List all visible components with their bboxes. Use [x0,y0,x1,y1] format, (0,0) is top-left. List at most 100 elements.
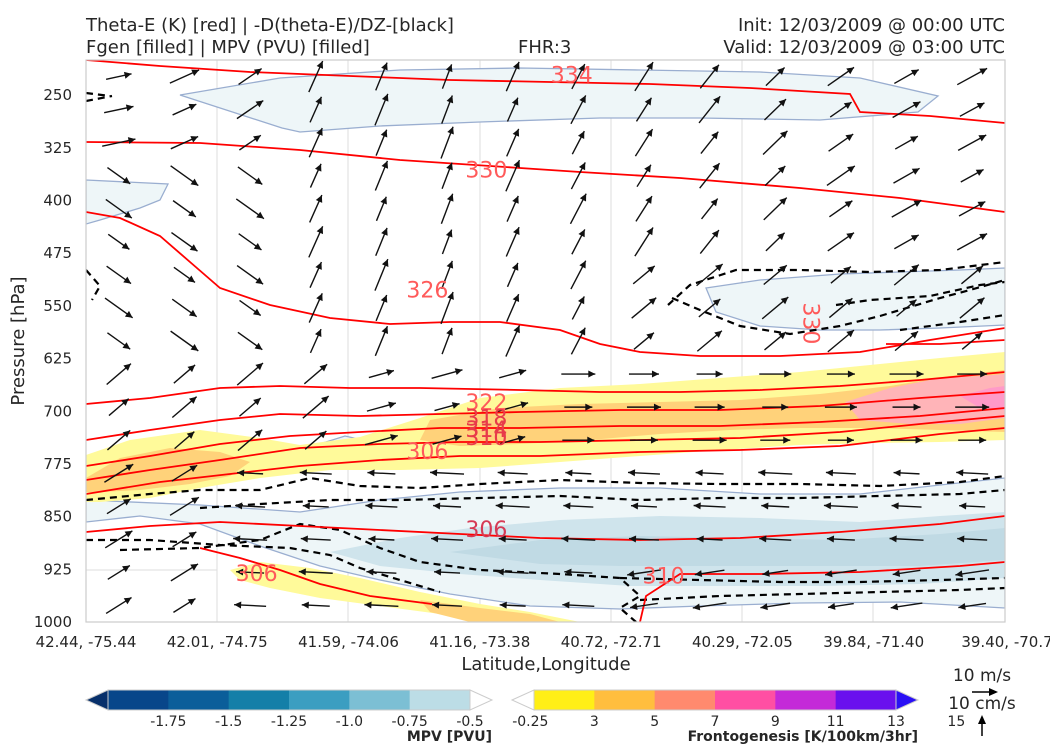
wind-vector [763,98,787,121]
wind-vector [696,370,723,378]
theta-e-306-bottom [199,547,433,605]
wind-vector [630,502,657,510]
mpv-colorbar-segment [108,690,169,710]
contour-label-text: 330 [798,302,823,344]
wind-vector [505,325,521,357]
wind-vector [634,61,654,92]
wind-vector [104,463,134,483]
wind-vector [827,66,855,87]
wind-vector [171,396,198,419]
wind-vector [635,195,653,222]
wind-vector [571,63,586,90]
wind-vector [308,127,323,158]
wind-vector [106,265,132,285]
mpv-colorbar-tick-label: -1.75 [150,714,186,730]
dtheta-dz-contours [86,91,1005,622]
wind-vector [695,469,724,477]
wind-vector [827,232,855,252]
vector-key-vertical-label: 10 cm/s [948,694,1016,714]
wind-vector [367,469,396,477]
wind-vector [698,95,721,124]
theta-e-310 [86,415,1005,481]
wind-vector [375,294,388,322]
wind-vector [171,464,198,482]
wind-vector [107,233,130,250]
wind-vector [235,198,265,220]
wind-vector [893,264,920,286]
wind-vector [104,530,133,549]
wind-vector [696,263,724,287]
wind-vector [441,260,454,290]
wind-vector [374,93,389,126]
wind-vector [694,403,725,411]
wind-vector [169,69,200,84]
wind-vector [309,96,323,123]
wind-vector [236,265,264,285]
mpv-colorbar-arrow-left [84,689,109,711]
wind-vector [630,602,658,610]
wind-vector [634,227,654,257]
contour-label-306: 306 [406,440,448,465]
wind-vector [958,436,987,444]
wind-vector [239,397,262,417]
y-tick-label: 250 [43,86,72,104]
wind-vector [505,159,521,192]
wind-vector [495,502,530,510]
wind-vector [636,164,652,188]
fgen-colorbar-tick-label: 7 [711,714,720,730]
wind-vector [301,601,330,609]
x-tick-label: 42.44, -75.44 [36,633,137,651]
wind-vector [957,134,987,151]
wind-vector [698,298,721,318]
wind-vector [375,129,388,156]
wind-vector [635,97,653,122]
wind-vector [375,196,387,222]
wind-vector [440,126,454,159]
wind-vector [956,67,988,86]
frontogenesis-colorbar-label: Frontogenesis [K/100km/3hr] [688,729,918,745]
wind-vector [892,403,921,411]
wind-vector [762,403,789,411]
wind-vector [364,601,399,609]
wind-vector [699,229,720,255]
vector-key-horizontal-head [989,688,998,696]
wind-vector [499,368,527,379]
wind-vector [562,436,595,444]
wind-vector [238,233,262,251]
mpv-colorbar-tick-label: -1.0 [336,714,363,730]
wind-vector [106,498,132,515]
wind-vector [627,469,660,477]
wind-vector [497,469,528,477]
wind-vector [696,330,723,352]
contour-label-310: 310 [643,564,685,589]
dtheta-dz-lower-2 [199,488,1005,510]
wind-vector [496,568,529,576]
wind-vector [824,569,857,578]
contour-label-text: 334 [551,63,593,88]
theta-e-330 [86,141,1005,213]
wind-vector [233,535,268,543]
frontogenesis-colorbar: 3 5 7 9 11 13 15 [510,689,965,730]
wind-vector [506,128,520,157]
dtheta-dz-right-inner [671,278,1005,336]
wind-vector [894,234,920,250]
contour-label-306: 306 [236,562,278,587]
fgen-yellow-bottom [230,562,580,622]
wind-vector [237,331,263,351]
wind-vector [696,535,723,543]
wind-vector [959,502,986,510]
theta-e-contours [86,60,1005,622]
y-axis-ticks: 250 325 400 475 550 625 700 775 850 925 1000 [34,86,72,631]
contour-label-306: 306 [465,518,507,543]
contour-label-text: 306 [406,440,448,465]
wind-vector [107,564,131,580]
wind-vector [171,298,198,318]
wind-vector [828,297,853,319]
mpv-colorbar-segment [289,690,350,710]
wind-vector [957,535,988,543]
x-tick-label: 39.40, -70.7 [961,633,1050,651]
mpv-colorbar-tick-label: -1.5 [215,714,242,730]
wind-vector [374,258,389,291]
wind-vector [105,71,132,80]
